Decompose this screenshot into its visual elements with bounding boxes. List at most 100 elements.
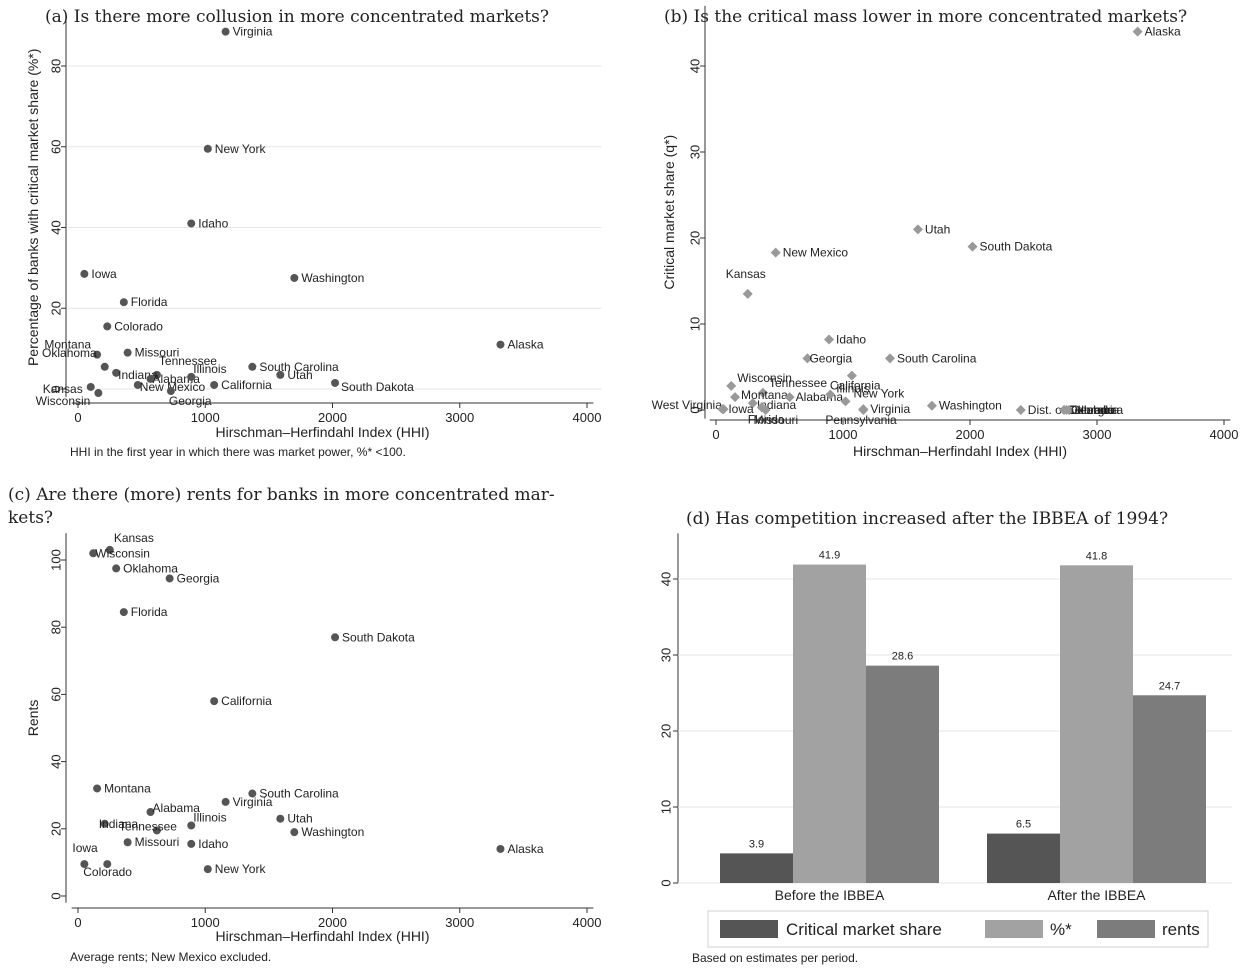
- point-label: South Carolina: [259, 787, 339, 801]
- chart-note: Based on estimates per period.: [692, 951, 858, 965]
- data-point: [103, 322, 112, 331]
- y-tick-label: 40: [659, 572, 674, 586]
- legend-swatch: [985, 920, 1043, 938]
- legend-label: rents: [1162, 920, 1200, 939]
- point-label: Missouri: [135, 346, 180, 360]
- data-point: [290, 273, 299, 282]
- point-label: California: [221, 378, 272, 392]
- data-point: [203, 865, 212, 874]
- point-label: Virginia: [233, 25, 273, 39]
- point-label: Oklahoma: [1069, 403, 1124, 417]
- chart-d-group: 0 10 20 30 40 3.9 41.9 28.6 Before the IBBEA 6.5 4…: [659, 533, 1232, 965]
- point-label: New York: [215, 862, 267, 876]
- point-label: Missouri: [135, 835, 180, 849]
- data-point: [784, 392, 795, 403]
- point-label: Colorado: [114, 319, 163, 333]
- y-axis-label: Rents: [25, 700, 41, 737]
- x-tick-label: 0: [74, 410, 81, 425]
- data-point: [276, 370, 285, 379]
- data-point: [123, 348, 132, 357]
- point-label: Virginia: [870, 402, 910, 416]
- data-point: [210, 380, 219, 389]
- y-tick-label: 60: [49, 140, 64, 154]
- legend-label: %*: [1050, 920, 1072, 939]
- chart-a-group: 0 20 40 60 80 0 1000 2000 3000 4000 Hirschman–Herf…: [25, 17, 601, 459]
- data-point: [1132, 26, 1143, 37]
- y-tick-label: 20: [659, 724, 674, 738]
- y-tick-label: 30: [688, 145, 703, 159]
- point-label: Georgia: [169, 394, 212, 408]
- bar-data-label: 41.9: [819, 550, 840, 562]
- legend-swatch: [720, 920, 778, 938]
- bar: [720, 853, 793, 883]
- x-tick-label: 3000: [445, 410, 474, 425]
- y-tick-label: 0: [49, 892, 64, 899]
- data-point: [825, 389, 836, 400]
- data-point: [112, 368, 121, 377]
- data-point: [770, 247, 781, 258]
- bar-data-label: 6.5: [1016, 819, 1031, 831]
- data-point: [331, 378, 340, 387]
- data-point: [248, 789, 257, 798]
- data-point: [146, 374, 155, 383]
- y-tick-label: 0: [659, 879, 674, 886]
- data-point: [967, 241, 978, 252]
- point-label: Utah: [287, 812, 312, 826]
- point-label: Montana: [104, 781, 151, 795]
- data-point: [1015, 405, 1026, 415]
- data-point: [152, 370, 161, 379]
- x-tick-label: 0: [74, 915, 81, 930]
- y-tick-label: 20: [49, 301, 64, 315]
- data-point: [858, 404, 869, 415]
- data-point: [221, 27, 230, 36]
- point-label: Montana: [44, 338, 91, 352]
- data-point: [926, 400, 937, 411]
- x-tick-label: 2000: [318, 915, 347, 930]
- y-tick-label: 0: [49, 385, 64, 392]
- data-point: [221, 797, 230, 806]
- bar: [866, 665, 939, 883]
- point-label: Georgia: [809, 351, 852, 365]
- point-label: Alabama: [153, 801, 201, 815]
- y-tick-label: 60: [49, 687, 64, 701]
- point-label: Virginia: [233, 795, 273, 809]
- y-tick-label: 40: [49, 220, 64, 234]
- point-label: Oklahoma: [123, 561, 178, 575]
- point-label: Washington: [301, 271, 364, 285]
- x-tick-label: 4000: [1210, 427, 1239, 442]
- y-tick-label: 30: [659, 648, 674, 662]
- data-point: [187, 219, 196, 228]
- point-label: Georgia: [1071, 403, 1114, 417]
- y-tick-label: 40: [688, 59, 703, 73]
- x-tick-label: 0: [712, 427, 719, 442]
- y-tick-label: 10: [659, 800, 674, 814]
- panel-c-title-line2: kets?: [8, 508, 54, 528]
- point-label: Washington: [939, 399, 1002, 413]
- point-label: Kansas: [726, 267, 766, 281]
- data-point: [187, 839, 196, 848]
- data-point: [133, 380, 142, 389]
- point-label: South Carolina: [897, 351, 977, 365]
- data-point: [93, 784, 102, 793]
- point-label: Wisconsin: [737, 371, 792, 385]
- y-tick-label: 20: [688, 231, 703, 245]
- data-point: [112, 564, 121, 573]
- data-point: [726, 380, 737, 391]
- data-point: [760, 405, 771, 415]
- chart-note: Average rents; New Mexico excluded.: [70, 950, 271, 964]
- data-point: [94, 389, 103, 398]
- y-axis-label: Percentage of banks with critical market…: [25, 49, 41, 366]
- data-point: [210, 697, 219, 706]
- point-label: Alaska: [507, 338, 543, 352]
- point-label: Wisconsin: [36, 394, 91, 408]
- data-point: [187, 821, 196, 830]
- point-label: Colorado: [83, 865, 132, 879]
- bar: [1060, 565, 1133, 883]
- panel-c-title-line1: (c) Are there (more) rents for banks in …: [8, 485, 555, 505]
- x-axis-label: Hirschman–Herfindahl Index (HHI): [216, 424, 430, 440]
- point-label: Florida: [131, 295, 168, 309]
- data-point: [496, 340, 505, 349]
- data-point: [290, 828, 299, 837]
- panel-d-title: (d) Has competition increased after the …: [686, 509, 1169, 529]
